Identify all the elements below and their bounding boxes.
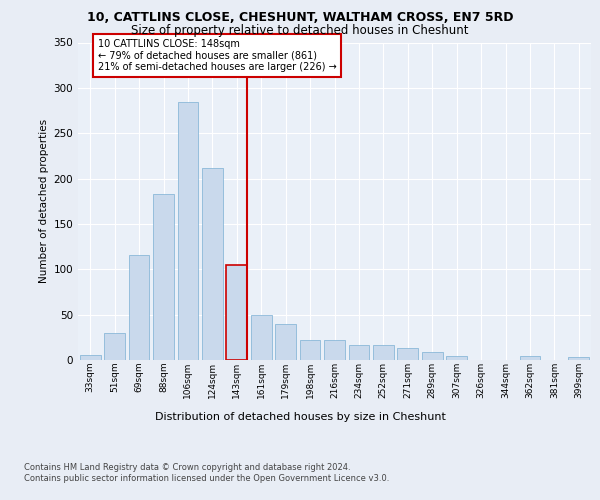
Bar xyxy=(568,358,589,360)
Bar xyxy=(80,356,101,360)
Y-axis label: Number of detached properties: Number of detached properties xyxy=(39,119,49,284)
Text: 10, CATTLINS CLOSE, CHESHUNT, WALTHAM CROSS, EN7 5RD: 10, CATTLINS CLOSE, CHESHUNT, WALTHAM CR… xyxy=(87,11,513,24)
Text: 10 CATTLINS CLOSE: 148sqm
← 79% of detached houses are smaller (861)
21% of semi: 10 CATTLINS CLOSE: 148sqm ← 79% of detac… xyxy=(98,39,336,72)
Bar xyxy=(349,344,370,360)
Bar xyxy=(324,340,345,360)
Bar xyxy=(202,168,223,360)
Bar xyxy=(397,348,418,360)
Text: Size of property relative to detached houses in Cheshunt: Size of property relative to detached ho… xyxy=(131,24,469,37)
Bar xyxy=(275,324,296,360)
Bar xyxy=(373,344,394,360)
Bar xyxy=(520,356,541,360)
Bar xyxy=(178,102,199,360)
Text: Contains HM Land Registry data © Crown copyright and database right 2024.: Contains HM Land Registry data © Crown c… xyxy=(24,462,350,471)
Bar xyxy=(299,340,320,360)
Text: Distribution of detached houses by size in Cheshunt: Distribution of detached houses by size … xyxy=(155,412,445,422)
Bar xyxy=(446,356,467,360)
Text: Contains public sector information licensed under the Open Government Licence v3: Contains public sector information licen… xyxy=(24,474,389,483)
Bar xyxy=(153,194,174,360)
Bar xyxy=(422,352,443,360)
Bar xyxy=(104,333,125,360)
Bar xyxy=(226,265,247,360)
Bar xyxy=(128,255,149,360)
Bar xyxy=(251,314,272,360)
